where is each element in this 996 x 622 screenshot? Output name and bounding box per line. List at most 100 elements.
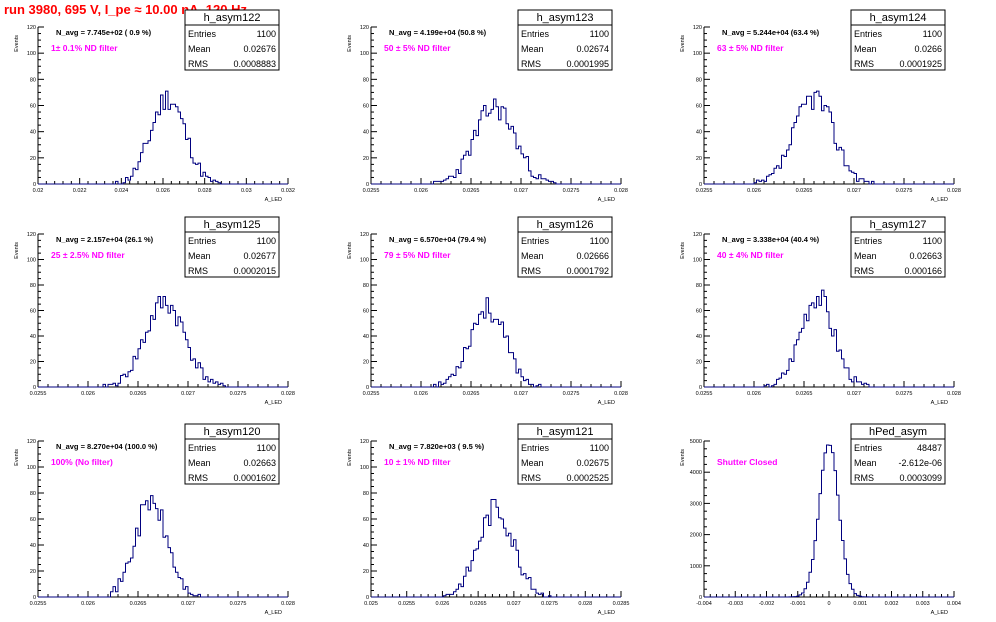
stats-value-mean: 0.02676: [243, 44, 276, 54]
stats-value-entries: 48487: [917, 443, 942, 453]
histogram-line: [371, 499, 621, 598]
x-tick-label: 0.028: [614, 188, 628, 194]
stats-label-mean: Mean: [521, 44, 544, 54]
x-tick-label: 0.0255: [398, 601, 415, 607]
y-tick-label: 40: [696, 334, 702, 340]
histogram-line: [38, 296, 288, 388]
x-tick-label: 0.028: [198, 188, 212, 194]
y-tick-label: 60: [363, 309, 369, 315]
y-tick-label: 120: [360, 439, 369, 445]
stats-label-rms: RMS: [521, 266, 541, 276]
y-tick-label: 100: [360, 258, 369, 264]
stats-box: [517, 423, 613, 485]
stats-value-rms: 0.0001602: [233, 473, 276, 483]
y-tick-label: 40: [363, 543, 369, 549]
stats-label-entries: Entries: [521, 443, 550, 453]
x-tick-label: -0.004: [696, 601, 712, 607]
y-tick-label: 80: [30, 77, 36, 83]
x-axis-title: A_LED: [931, 400, 948, 406]
stats-value-rms: 0.000166: [904, 266, 942, 276]
x-tick-label: 0.001: [853, 601, 867, 607]
stats-label-rms: RMS: [188, 59, 208, 69]
histogram-name: hPed_asym: [869, 426, 927, 438]
stats-value-rms: 0.0002015: [233, 266, 276, 276]
stats-value-mean: 0.02677: [243, 251, 276, 261]
x-tick-label: 0.028: [614, 391, 628, 397]
y-tick-label: 20: [363, 569, 369, 575]
stats-value-entries: 1100: [257, 29, 276, 39]
y-tick-label: 100: [360, 465, 369, 471]
y-tick-label: 4000: [690, 470, 702, 476]
x-tick-label: 0: [827, 601, 830, 607]
x-tick-label: 0.0255: [30, 601, 47, 607]
y-tick-label: 20: [696, 156, 702, 162]
stats-box: [184, 423, 280, 485]
x-tick-label: 0.002: [885, 601, 899, 607]
x-tick-label: 0.028: [578, 601, 592, 607]
stats-value-rms: 0.0001792: [566, 266, 609, 276]
filter-label: Shutter Closed: [717, 457, 777, 467]
histogram-name: h_asym127: [870, 219, 927, 231]
histogram-line: [704, 90, 954, 185]
y-tick-label: 120: [693, 232, 702, 238]
y-tick-label: 1000: [690, 564, 702, 570]
x-tick-label: -0.002: [759, 601, 775, 607]
y-tick-label: 80: [30, 491, 36, 497]
x-axis-title: A_LED: [265, 400, 282, 406]
y-tick-label: 60: [363, 104, 369, 110]
stats-value-rms: 0.0003099: [899, 473, 942, 483]
stats-value-entries: 1100: [923, 236, 942, 246]
stats-label-mean: Mean: [854, 44, 877, 54]
stats-value-rms: 0.0001995: [566, 59, 609, 69]
y-axis-title: Events: [14, 449, 20, 466]
navg-label: N_avg = 6.570e+04 (79.4 %): [389, 235, 487, 244]
navg-label: N_avg = 3.338e+04 (40.4 %): [722, 235, 820, 244]
y-tick-label: 60: [696, 309, 702, 315]
navg-label: N_avg = 4.199e+04 (50.8 %): [389, 28, 487, 37]
x-tick-label: 0.02: [33, 188, 44, 194]
x-tick-label: 0.003: [916, 601, 930, 607]
stats-value-mean: 0.0266: [914, 44, 942, 54]
y-tick-label: 20: [30, 360, 36, 366]
y-tick-label: 40: [363, 334, 369, 340]
x-axis-title: A_LED: [931, 610, 948, 616]
x-tick-label: 0.0275: [541, 601, 558, 607]
stats-label-mean: Mean: [854, 251, 877, 261]
stats-value-entries: 1100: [590, 443, 609, 453]
y-tick-label: 0: [33, 182, 36, 188]
stats-label-rms: RMS: [854, 59, 874, 69]
stats-value-entries: 1100: [923, 29, 942, 39]
stats-value-rms: 0.0008883: [233, 59, 276, 69]
stats-label-rms: RMS: [521, 59, 541, 69]
y-tick-label: 120: [27, 232, 36, 238]
histogram-name: h_asym124: [870, 12, 927, 24]
y-tick-label: 80: [30, 283, 36, 289]
x-tick-label: 0.0275: [896, 391, 913, 397]
y-axis-title: Events: [680, 449, 686, 466]
histogram-name: h_asym121: [537, 426, 594, 438]
stats-label-entries: Entries: [188, 236, 217, 246]
y-tick-label: 100: [27, 465, 36, 471]
histogram-name: h_asym123: [537, 12, 594, 24]
stats-value-rms: 0.0002525: [566, 473, 609, 483]
histogram-panel-h_asym124: 0 20 40 60 80 100 120 0.0255 0.026 0.0265 0.027 0.0…: [680, 9, 961, 203]
x-tick-label: 0.027: [514, 188, 528, 194]
x-tick-label: 0.03: [241, 188, 252, 194]
stats-value-entries: 1100: [590, 29, 609, 39]
stats-label-entries: Entries: [854, 443, 883, 453]
x-tick-label: 0.0275: [230, 601, 247, 607]
x-tick-label: 0.027: [847, 391, 861, 397]
histogram-line: [38, 495, 288, 598]
x-tick-label: 0.0255: [696, 391, 713, 397]
stats-box: [184, 216, 280, 278]
stats-value-mean: 0.02663: [909, 251, 942, 261]
x-tick-label: 0.024: [114, 188, 128, 194]
y-tick-label: 20: [696, 360, 702, 366]
y-tick-label: 100: [27, 51, 36, 57]
y-tick-label: 0: [699, 595, 702, 601]
stats-box: [517, 216, 613, 278]
x-tick-label: 0.026: [436, 601, 450, 607]
y-tick-label: 0: [366, 595, 369, 601]
x-tick-label: 0.028: [947, 391, 961, 397]
y-tick-label: 20: [363, 360, 369, 366]
